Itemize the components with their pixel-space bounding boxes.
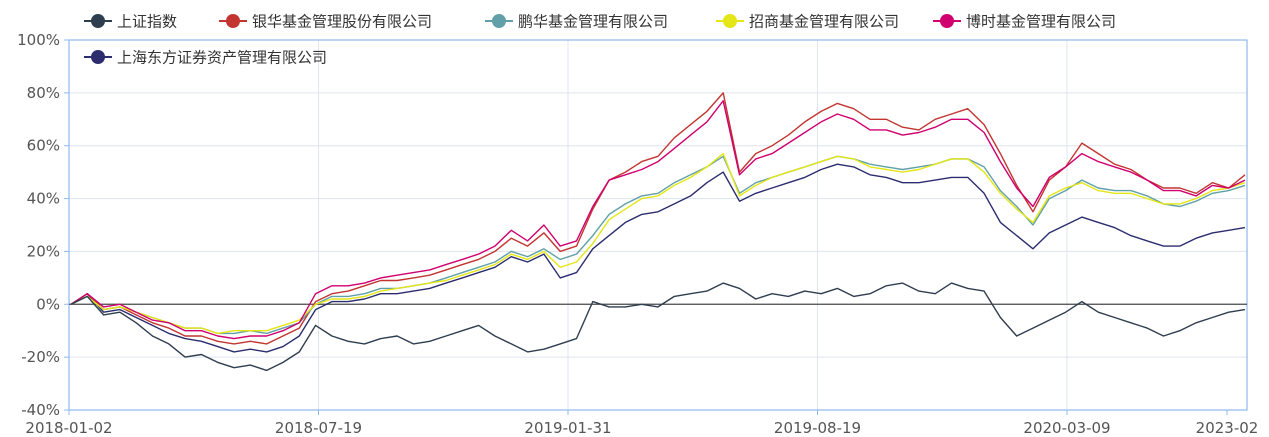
legend-item-1[interactable]: 银华基金管理股份有限公司 (219, 13, 432, 31)
x-tick-label: 2023-02 (1196, 419, 1259, 437)
legend-item-4[interactable]: 博时基金管理有限公司 (933, 13, 1116, 31)
legend-label: 招商基金管理有限公司 (749, 13, 899, 31)
y-tick-label: 20% (27, 242, 60, 260)
x-tick-label: 2018-01-02 (25, 419, 112, 437)
y-tick-label: 40% (27, 190, 60, 208)
y-tick-label: 100% (17, 31, 60, 49)
x-tick-label: 2019-08-19 (774, 419, 861, 437)
y-tick-label: -40% (21, 401, 60, 419)
y-tick-label: -20% (21, 348, 60, 366)
series-line-0 (70, 282, 1246, 372)
plot-frame (68, 39, 1248, 411)
series-layer (70, 92, 1246, 372)
legend-item-2[interactable]: 鹏华基金管理有限公司 (485, 13, 668, 31)
legend[interactable]: 上证指数 银华基金管理股份有限公司 鹏华基金管理有限公司 招商基金管理有限公司 博时基金… (84, 13, 1116, 67)
legend-item-3[interactable]: 招商基金管理有限公司 (716, 13, 899, 31)
legend-label: 上证指数 (117, 13, 177, 31)
y-tick-label: 0% (36, 295, 60, 313)
series-line-1 (70, 92, 1246, 345)
series-line-5 (70, 163, 1246, 353)
series-line-2 (70, 155, 1246, 335)
legend-label: 上海东方证券资产管理有限公司 (117, 49, 327, 67)
legend-swatch-dot (91, 50, 105, 64)
series-line-3 (70, 152, 1246, 335)
legend-item-0[interactable]: 上证指数 (84, 13, 177, 31)
x-tick-label: 2020-03-09 (1023, 419, 1110, 437)
legend-swatch-dot (226, 14, 240, 28)
legend-swatch-dot (91, 14, 105, 28)
legend-swatch-dot (723, 14, 737, 28)
y-tick-label: 60% (27, 137, 60, 155)
legend-swatch-dot (940, 14, 954, 28)
x-tick-label: 2019-01-31 (524, 419, 611, 437)
legend-label: 银华基金管理股份有限公司 (252, 13, 432, 31)
legend-item-5[interactable]: 上海东方证券资产管理有限公司 (84, 49, 327, 67)
x-tick-label: 2018-07-19 (275, 419, 362, 437)
grid-lines (69, 40, 1247, 410)
y-tick-label: 80% (27, 84, 60, 102)
x-axis: 2018-01-02 2018-07-19 2019-01-31 2019-08-19… (25, 410, 1259, 437)
series-line-4 (70, 100, 1246, 340)
legend-label: 博时基金管理有限公司 (966, 13, 1116, 31)
legend-swatch-dot (492, 14, 506, 28)
legend-label: 鹏华基金管理有限公司 (518, 13, 668, 31)
y-axis: 100% 80% 60% 40% 20% 0% -20% -40% (17, 31, 69, 419)
